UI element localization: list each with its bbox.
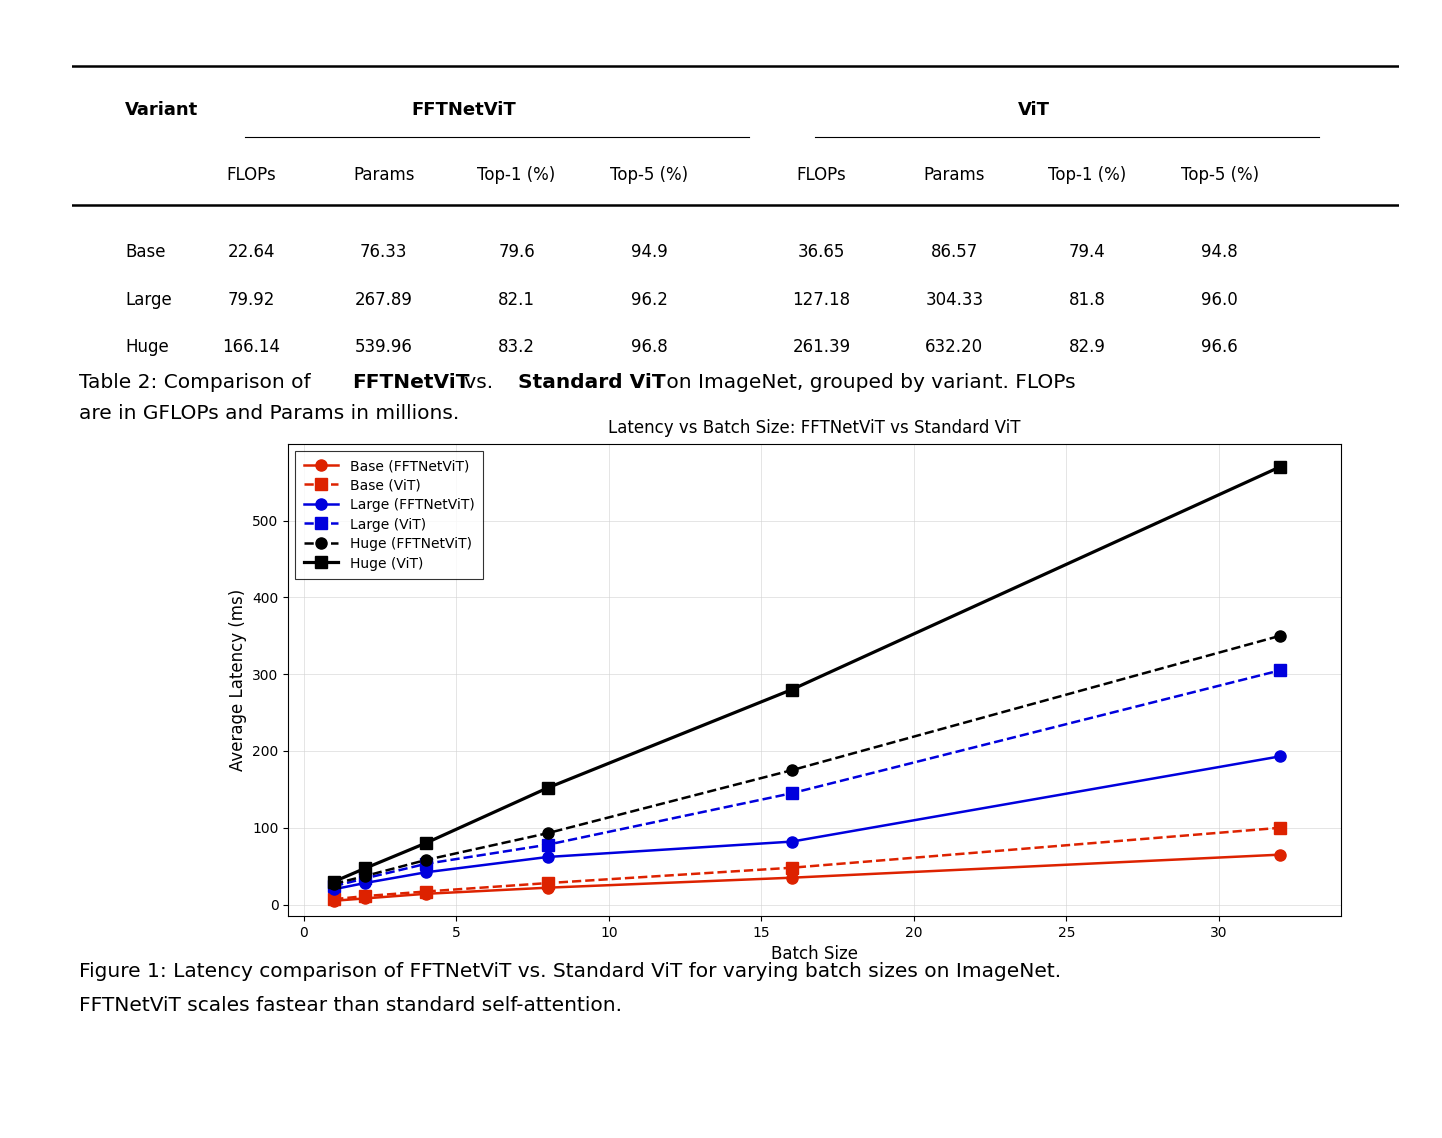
Text: are in GFLOPs and Params in millions.: are in GFLOPs and Params in millions.: [79, 404, 460, 423]
Text: 81.8: 81.8: [1069, 290, 1106, 308]
Text: 304.33: 304.33: [926, 290, 983, 308]
Text: 22.64: 22.64: [228, 244, 275, 262]
Text: 632.20: 632.20: [926, 338, 983, 356]
Text: FLOPs: FLOPs: [226, 166, 275, 184]
Text: FFTNetViT scales fastear than standard self-attention.: FFTNetViT scales fastear than standard s…: [79, 996, 623, 1015]
Base (FFTNetViT): [783, 871, 800, 884]
Text: 96.2: 96.2: [630, 290, 668, 308]
Y-axis label: Average Latency (ms): Average Latency (ms): [229, 588, 247, 772]
Text: Large: Large: [125, 290, 172, 308]
Text: Figure 1: Latency comparison of FFTNetViT vs. Standard ViT for varying batch siz: Figure 1: Latency comparison of FFTNetVi…: [79, 962, 1061, 981]
Line: Huge (ViT): Huge (ViT): [327, 461, 1286, 888]
Huge (ViT): [356, 861, 373, 875]
Large (FFTNetViT): [326, 882, 343, 896]
Text: FFTNetViT: FFTNetViT: [411, 101, 516, 119]
Text: Params: Params: [353, 166, 415, 184]
Text: ViT: ViT: [1018, 101, 1050, 119]
Text: Top-1 (%): Top-1 (%): [477, 166, 555, 184]
Base (FFTNetViT): [417, 887, 434, 900]
Huge (FFTNetViT): [783, 764, 800, 777]
Line: Large (FFTNetViT): Large (FFTNetViT): [329, 751, 1286, 894]
Text: 267.89: 267.89: [355, 290, 412, 308]
Huge (ViT): [1272, 460, 1289, 473]
Text: Standard ViT: Standard ViT: [518, 373, 665, 393]
Base (ViT): [356, 889, 373, 902]
Text: 94.8: 94.8: [1201, 244, 1239, 262]
Large (ViT): [539, 838, 557, 851]
Huge (FFTNetViT): [539, 826, 557, 840]
Large (ViT): [1272, 663, 1289, 677]
Base (FFTNetViT): [1272, 848, 1289, 861]
Base (ViT): [539, 876, 557, 890]
Base (FFTNetViT): [356, 891, 373, 905]
Line: Base (FFTNetViT): Base (FFTNetViT): [329, 849, 1286, 906]
Base (FFTNetViT): [539, 881, 557, 894]
Text: 36.65: 36.65: [797, 244, 845, 262]
Text: 166.14: 166.14: [222, 338, 280, 356]
Huge (FFTNetViT): [417, 854, 434, 867]
Text: 79.4: 79.4: [1069, 244, 1106, 262]
Base (ViT): [783, 860, 800, 874]
Line: Base (ViT): Base (ViT): [329, 823, 1286, 905]
Text: 79.92: 79.92: [228, 290, 275, 308]
Text: Table 2: Comparison of: Table 2: Comparison of: [79, 373, 317, 393]
Text: Top-5 (%): Top-5 (%): [610, 166, 688, 184]
Text: 261.39: 261.39: [793, 338, 851, 356]
Line: Large (ViT): Large (ViT): [327, 665, 1286, 892]
Text: Huge: Huge: [125, 338, 169, 356]
Text: Variant: Variant: [125, 101, 199, 119]
Text: 86.57: 86.57: [930, 244, 978, 262]
Text: FFTNetViT: FFTNetViT: [352, 373, 469, 393]
Text: Params: Params: [923, 166, 985, 184]
Text: 96.8: 96.8: [630, 338, 668, 356]
X-axis label: Batch Size: Batch Size: [771, 946, 858, 964]
Text: 76.33: 76.33: [360, 244, 408, 262]
Base (FFTNetViT): [326, 894, 343, 908]
Huge (ViT): [783, 683, 800, 696]
Large (FFTNetViT): [783, 835, 800, 849]
Base (ViT): [326, 892, 343, 906]
Text: Top-1 (%): Top-1 (%): [1048, 166, 1126, 184]
Text: 539.96: 539.96: [355, 338, 412, 356]
Huge (ViT): [417, 836, 434, 850]
Text: vs.: vs.: [459, 373, 500, 393]
Huge (ViT): [326, 875, 343, 889]
Text: 79.6: 79.6: [497, 244, 535, 262]
Huge (FFTNetViT): [356, 869, 373, 883]
Text: 94.9: 94.9: [630, 244, 668, 262]
Text: 127.18: 127.18: [793, 290, 851, 308]
Title: Latency vs Batch Size: FFTNetViT vs Standard ViT: Latency vs Batch Size: FFTNetViT vs Stan…: [609, 419, 1021, 437]
Large (ViT): [783, 786, 800, 800]
Text: Base: Base: [125, 244, 166, 262]
Text: 82.1: 82.1: [497, 290, 535, 308]
Text: on ImageNet, grouped by variant. FLOPs: on ImageNet, grouped by variant. FLOPs: [660, 373, 1076, 393]
Legend: Base (FFTNetViT), Base (ViT), Large (FFTNetViT), Large (ViT), Huge (FFTNetViT), : Base (FFTNetViT), Base (ViT), Large (FFT…: [296, 451, 483, 579]
Large (ViT): [417, 857, 434, 871]
Text: 83.2: 83.2: [497, 338, 535, 356]
Large (FFTNetViT): [1272, 750, 1289, 764]
Base (ViT): [1272, 820, 1289, 834]
Text: 96.6: 96.6: [1201, 338, 1239, 356]
Huge (FFTNetViT): [1272, 629, 1289, 643]
Line: Huge (FFTNetViT): Huge (FFTNetViT): [329, 630, 1286, 890]
Large (FFTNetViT): [356, 876, 373, 890]
Large (FFTNetViT): [539, 850, 557, 864]
Text: 82.9: 82.9: [1069, 338, 1106, 356]
Large (FFTNetViT): [417, 866, 434, 880]
Text: 96.0: 96.0: [1201, 290, 1239, 308]
Large (ViT): [356, 872, 373, 885]
Text: FLOPs: FLOPs: [797, 166, 846, 184]
Huge (ViT): [539, 781, 557, 794]
Text: Top-5 (%): Top-5 (%): [1181, 166, 1259, 184]
Large (ViT): [326, 880, 343, 893]
Base (ViT): [417, 884, 434, 898]
Huge (FFTNetViT): [326, 877, 343, 891]
